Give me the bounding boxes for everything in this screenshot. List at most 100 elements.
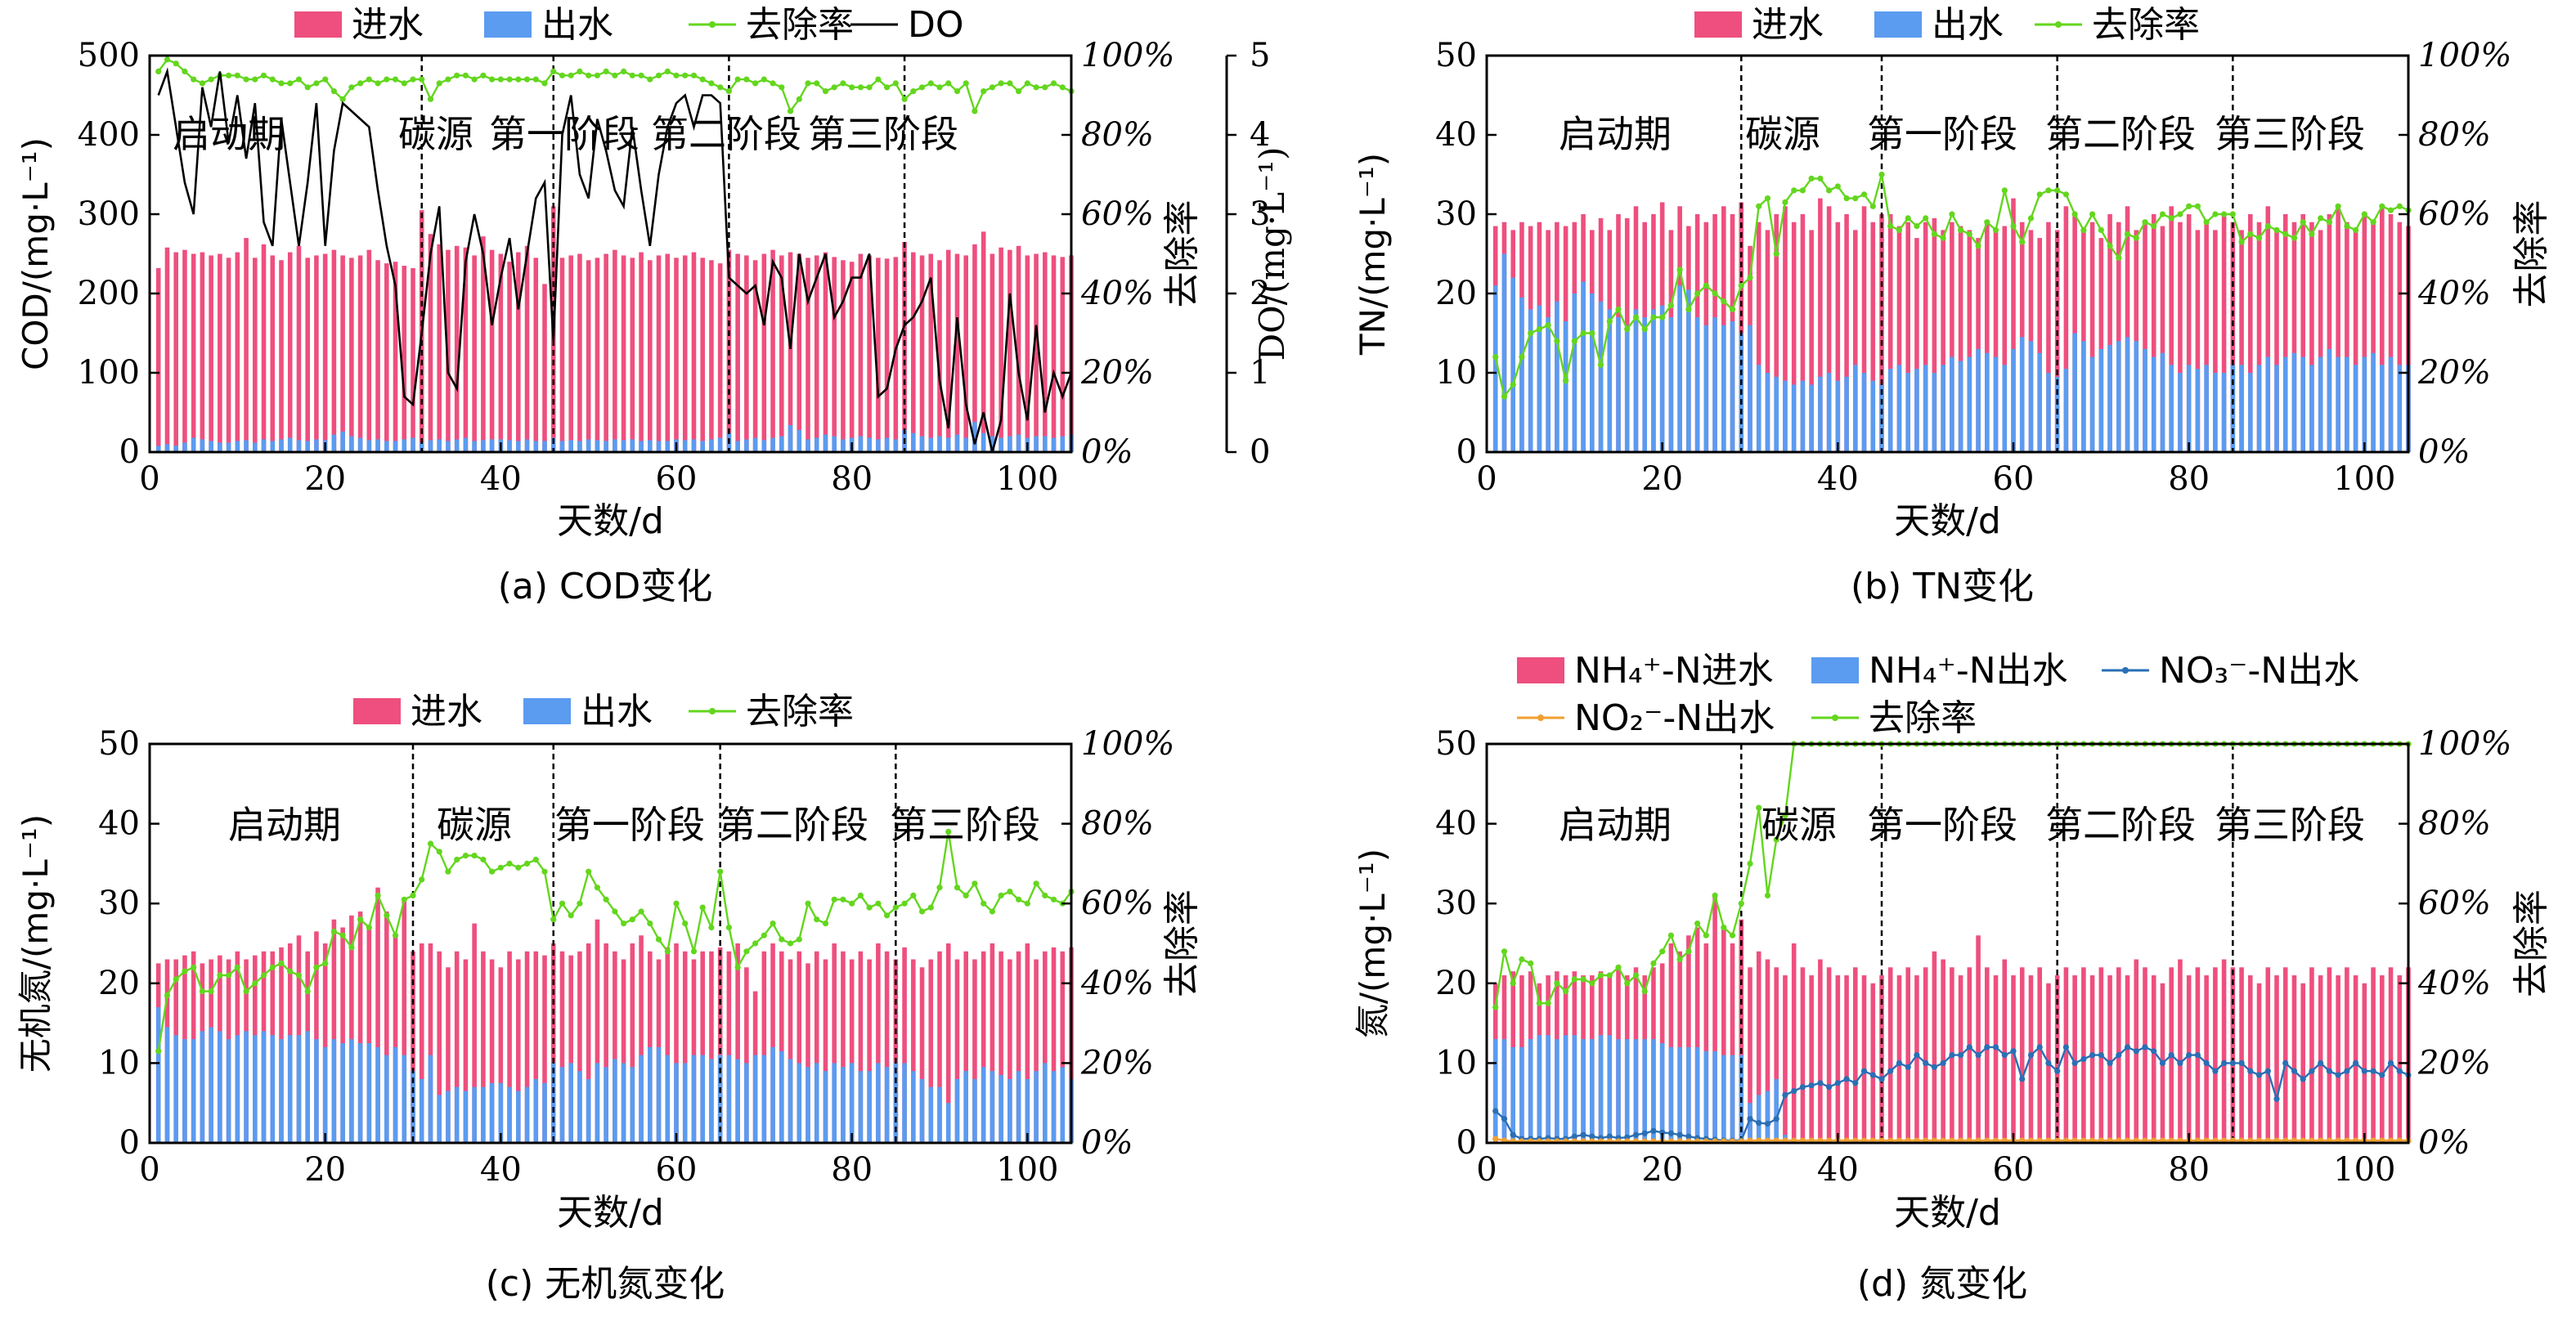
panel-caption: (d) 氮变化 <box>1857 1263 2027 1305</box>
bar <box>990 436 995 452</box>
data-point <box>884 84 891 91</box>
data-point <box>1729 306 1736 312</box>
y-tick-label: 30 <box>1435 195 1477 233</box>
data-point <box>2335 1072 2341 1078</box>
bar <box>2388 967 2394 1143</box>
bar <box>2151 975 2156 1143</box>
data-point <box>1685 948 1692 955</box>
data-point <box>647 76 653 83</box>
y2-tick-label: 0% <box>1081 433 1133 471</box>
data-point <box>1940 1059 1946 1066</box>
bar <box>393 441 398 452</box>
bar <box>533 258 539 452</box>
legend-label: 进水 <box>352 4 424 46</box>
bar <box>2318 230 2323 452</box>
data-point <box>805 80 811 87</box>
data-point <box>2107 1059 2113 1066</box>
bar <box>279 439 284 452</box>
data-point <box>1050 896 1057 903</box>
bar <box>1043 951 1048 1143</box>
bar <box>524 951 530 1143</box>
bar <box>841 260 846 452</box>
data-point <box>2159 211 2166 217</box>
bar <box>411 267 415 452</box>
data-point <box>1580 329 1586 337</box>
bar <box>2318 356 2323 452</box>
bar <box>1025 255 1030 452</box>
data-point <box>1721 298 1727 305</box>
data-point <box>1914 223 1920 230</box>
bar <box>235 441 240 452</box>
data-point <box>2116 254 2122 261</box>
bar <box>1008 436 1012 452</box>
data-point <box>2300 219 2306 226</box>
x-tick-label: 20 <box>1641 1151 1683 1189</box>
bar <box>613 951 617 1143</box>
bar <box>1016 1071 1021 1143</box>
bar <box>1581 1039 1586 1143</box>
bar <box>2353 230 2358 452</box>
bar <box>1563 320 1568 452</box>
bar <box>287 252 293 452</box>
data-point <box>1923 1059 1929 1066</box>
bar <box>2037 352 2042 452</box>
bar <box>788 252 793 452</box>
y3-tick-label: 4 <box>1250 116 1270 154</box>
legend-label: 去除率 <box>1869 697 1977 739</box>
y-tick-label: 200 <box>78 275 140 312</box>
data-point <box>1958 1052 1964 1059</box>
data-point <box>515 76 522 83</box>
bar <box>823 252 828 452</box>
bar <box>1034 253 1039 452</box>
data-point <box>770 80 776 87</box>
data-point <box>1667 302 1674 309</box>
data-point <box>234 72 240 78</box>
bar <box>928 1086 934 1143</box>
bar <box>752 1055 758 1143</box>
bar <box>1993 975 1999 1143</box>
data-point <box>2203 219 2210 226</box>
data-point <box>2151 223 2157 230</box>
data-point <box>1860 1068 1868 1074</box>
bar <box>752 437 758 452</box>
legend-label: 出水 <box>581 691 653 732</box>
bar <box>928 253 934 452</box>
bar <box>2063 206 2069 453</box>
bar <box>682 1063 688 1143</box>
bar <box>2169 365 2174 452</box>
bar <box>972 1078 977 1143</box>
data-point <box>1024 80 1030 87</box>
data-point <box>1016 88 1022 95</box>
bar <box>2089 222 2095 452</box>
data-point <box>1632 314 1640 320</box>
data-point <box>1799 1084 1806 1091</box>
data-point <box>1738 900 1744 907</box>
bar <box>604 943 608 1143</box>
bar <box>1034 1071 1039 1143</box>
bar <box>990 253 995 452</box>
bar <box>2309 222 2314 452</box>
data-point <box>2036 1044 2043 1050</box>
bar <box>2371 967 2376 1143</box>
x-tick-label: 20 <box>1641 460 1683 498</box>
bar <box>2178 959 2183 1143</box>
bar <box>2388 214 2394 452</box>
bar <box>709 260 714 452</box>
bar <box>648 1046 653 1143</box>
bar <box>349 436 354 452</box>
bar <box>2256 222 2262 452</box>
bar <box>981 951 986 1143</box>
bar <box>639 252 644 452</box>
bar <box>832 257 837 452</box>
data-point <box>1703 282 1709 289</box>
x-tick-label: 60 <box>1993 1151 2035 1189</box>
bar <box>1985 352 1990 452</box>
bar <box>770 1046 775 1143</box>
bar <box>665 253 671 452</box>
data-point <box>2273 226 2280 233</box>
data-point <box>1966 231 1972 237</box>
legend-swatch <box>294 11 342 38</box>
data-point <box>752 80 759 87</box>
bar <box>1590 1039 1595 1143</box>
bar <box>498 253 504 452</box>
